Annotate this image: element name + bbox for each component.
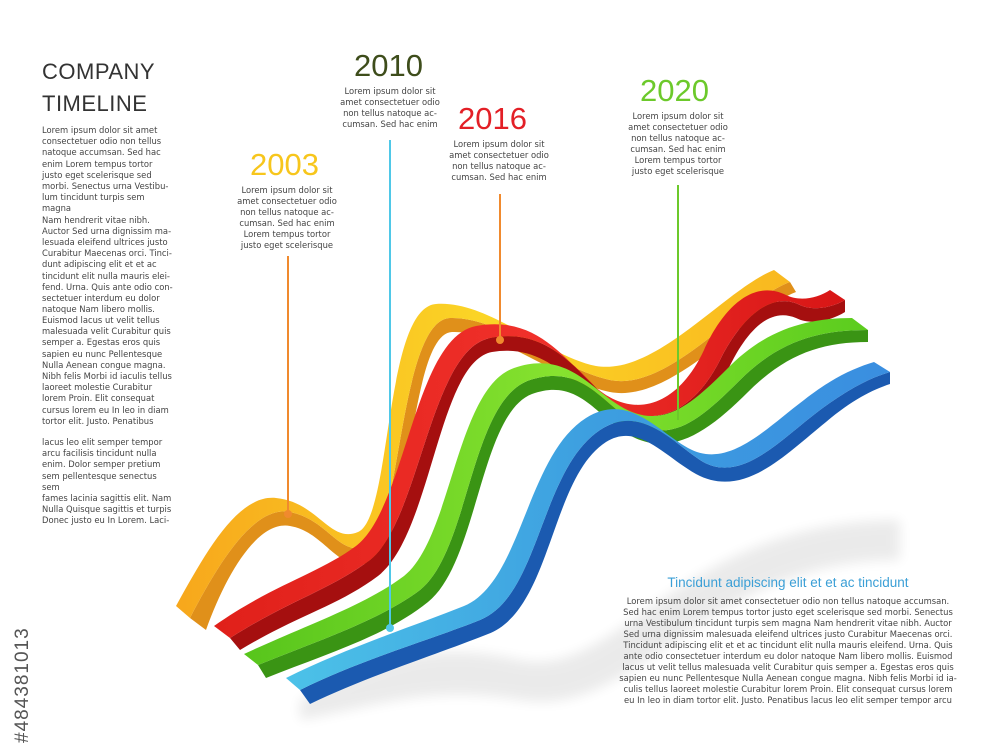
callout-heading: Tincidunt adipiscing elit et et ac tinci… [667, 575, 909, 590]
milestone-text-2016: Lorem ipsum dolor sit amet consectetuer … [449, 139, 549, 182]
sidebar-paragraph-1: Lorem ipsum dolor sit amet consectetuer … [42, 125, 173, 315]
milestone-text-2003: Lorem ipsum dolor sit amet consectetuer … [237, 185, 337, 250]
sidebar-paragraph-3: lacus leo elit semper tempor arcu facili… [42, 437, 172, 526]
ribbon-blue [286, 362, 890, 704]
ribbon-blue-top [286, 362, 890, 690]
ribbon-red-side [230, 300, 845, 650]
sidebar-paragraph-2: Euismod lacus ut velit tellus malesuada … [42, 315, 172, 426]
callout-body: Lorem ipsum dolor sit amet consectetuer … [619, 596, 957, 705]
page-title: COMPANY TIMELINE [42, 56, 155, 120]
ribbon-green-side [258, 330, 868, 678]
pin-2003 [284, 256, 292, 518]
stock-id-label: #484381013 [8, 515, 34, 745]
pin-dot [496, 336, 504, 344]
ribbon-yellow [176, 270, 796, 630]
ribbon-yellow-side [190, 282, 796, 630]
milestone-year-2020: 2020 [640, 73, 709, 108]
milestone-year-2016: 2016 [458, 101, 527, 136]
ribbon-green [244, 318, 868, 678]
milestone-text-2010: Lorem ipsum dolor sit amet consectetuer … [340, 86, 440, 129]
ribbon-red-top [214, 290, 845, 638]
ribbon-red [214, 290, 845, 650]
pin-dot [284, 510, 292, 518]
ribbon-green-top [244, 318, 868, 665]
ribbon-shadow [300, 520, 900, 720]
ribbon-yellow-top [176, 270, 790, 618]
pin-2016 [496, 194, 504, 344]
milestone-year-2003: 2003 [250, 147, 319, 182]
stock-id-text: #484381013 [12, 627, 33, 743]
milestone-year-2010: 2010 [354, 48, 423, 83]
title-line-1: COMPANY [42, 59, 156, 84]
pin-2010 [386, 140, 394, 632]
title-line-2: TIMELINE [42, 91, 148, 116]
ribbon-blue-side [300, 372, 890, 704]
pin-dot [386, 624, 394, 632]
milestone-text-2020: Lorem ipsum dolor sit amet consectetuer … [628, 111, 728, 176]
